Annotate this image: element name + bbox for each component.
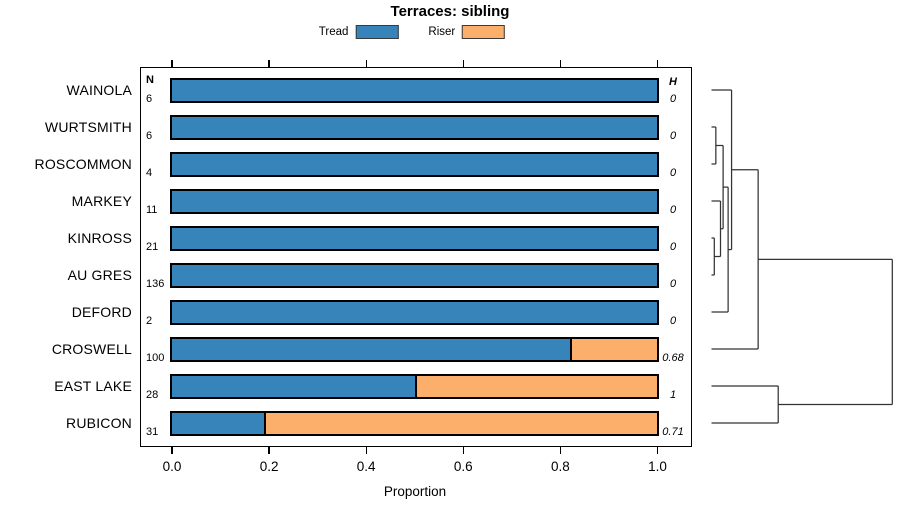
n-column-header: N [146,74,154,86]
bar-row [170,114,659,140]
bar-row [170,262,659,288]
n-value: 100 [146,352,165,364]
n-value: 11 [146,204,158,216]
h-value: 0 [669,315,677,327]
row-label: DEFORD [71,304,132,320]
n-value: 2 [146,315,153,327]
axis-tick-top [171,60,173,67]
n-value: 21 [146,241,159,253]
bar-segment-riser [416,375,657,397]
axis-tick-top [656,60,659,67]
row-label: WURTSMITH [44,119,132,135]
h-value: 1 [669,389,677,401]
h-value: 0 [669,204,677,216]
row-label: MARKEY [71,193,132,209]
row-label: KINROSS [67,230,132,246]
bar-row [170,373,659,399]
n-value: 31 [146,426,159,438]
row-label: RUBICON [66,415,132,431]
h-value: 0 [669,130,677,142]
axis-tick-label: 0.6 [453,459,473,474]
axis-tick-top [365,60,367,67]
bar-segment-tread [172,79,657,101]
h-value: 0 [669,278,677,290]
axis-tick-top [559,60,562,67]
bar-row [170,336,659,362]
bar-segment-tread [172,375,417,397]
bar-segment-riser [571,338,657,360]
bar-segment-tread [172,301,657,323]
h-value: 0 [669,241,677,253]
axis-tick-label: 0.8 [551,459,570,474]
row-label: AU GRES [67,267,132,283]
bar-row [170,188,659,214]
x-axis-title: Proportion [383,484,447,499]
legend-swatch-tread [355,25,399,39]
row-label: ROSCOMMON [34,156,132,172]
axis-tick-bottom [559,447,562,454]
bar-segment-tread [172,412,267,434]
axis-tick-label: 0.2 [259,459,279,474]
row-label: CROSWELL [51,341,132,357]
h-value: 0 [669,167,677,179]
axis-tick-bottom [462,447,464,454]
chart-title: Terraces: sibling [390,3,510,20]
bar-row [170,410,659,436]
axis-tick-bottom [656,447,659,454]
bar-segment-riser [266,412,657,434]
h-column-header: H [669,76,677,88]
h-value: 0.68 [662,352,684,364]
row-label: WAINOLA [66,82,132,98]
h-value: 0.71 [662,426,684,438]
axis-tick-top [268,60,270,67]
plot-area-border [140,67,692,447]
axis-tick-bottom [268,447,270,454]
bar-segment-tread [172,338,572,360]
n-value: 28 [146,389,159,401]
bar-row [170,151,659,177]
row-label: EAST LAKE [54,378,132,394]
axis-tick-label: 0.0 [162,459,182,474]
n-value: 136 [146,278,165,290]
bar-segment-tread [172,153,657,175]
bar-row [170,225,659,251]
bar-row [170,77,659,103]
bar-segment-tread [172,190,657,212]
legend-label-riser: Riser [428,26,456,38]
axis-tick-bottom [171,447,173,454]
h-value: 0 [669,93,677,105]
axis-tick-label: 1.0 [648,459,667,474]
n-value: 4 [146,167,153,179]
axis-tick-bottom [365,447,367,454]
bar-row [170,299,659,325]
legend: Tread Riser [319,25,506,39]
bar-segment-tread [172,227,657,249]
n-value: 6 [146,93,153,105]
axis-tick-label: 0.4 [356,459,376,474]
bar-segment-tread [172,264,657,286]
bar-segment-tread [172,116,657,138]
legend-item-riser: Riser [428,25,506,39]
axis-tick-top [462,60,464,67]
legend-item-tread: Tread [319,25,399,39]
legend-swatch-riser [462,25,506,39]
n-value: 6 [146,130,153,142]
legend-label-tread: Tread [318,26,349,38]
